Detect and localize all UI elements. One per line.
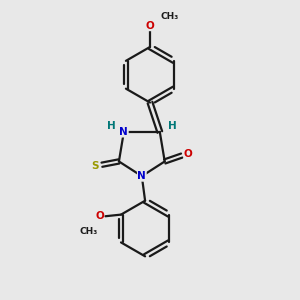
Text: O: O	[95, 211, 104, 221]
Text: H: H	[168, 121, 177, 131]
Text: O: O	[184, 149, 193, 159]
Text: CH₃: CH₃	[160, 12, 179, 21]
Text: S: S	[91, 161, 98, 171]
Text: H: H	[107, 121, 116, 131]
Text: O: O	[146, 21, 154, 31]
Text: CH₃: CH₃	[80, 227, 98, 236]
Text: N: N	[119, 127, 128, 137]
Text: N: N	[137, 171, 146, 181]
